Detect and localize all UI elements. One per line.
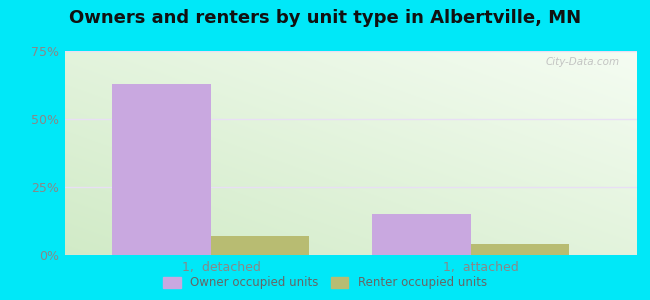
Text: Owners and renters by unit type in Albertville, MN: Owners and renters by unit type in Alber…: [69, 9, 581, 27]
Text: City-Data.com: City-Data.com: [546, 57, 620, 67]
Bar: [471, 244, 569, 255]
Bar: [211, 236, 309, 255]
Bar: [112, 84, 211, 255]
Legend: Owner occupied units, Renter occupied units: Owner occupied units, Renter occupied un…: [159, 272, 491, 294]
Bar: [372, 214, 471, 255]
